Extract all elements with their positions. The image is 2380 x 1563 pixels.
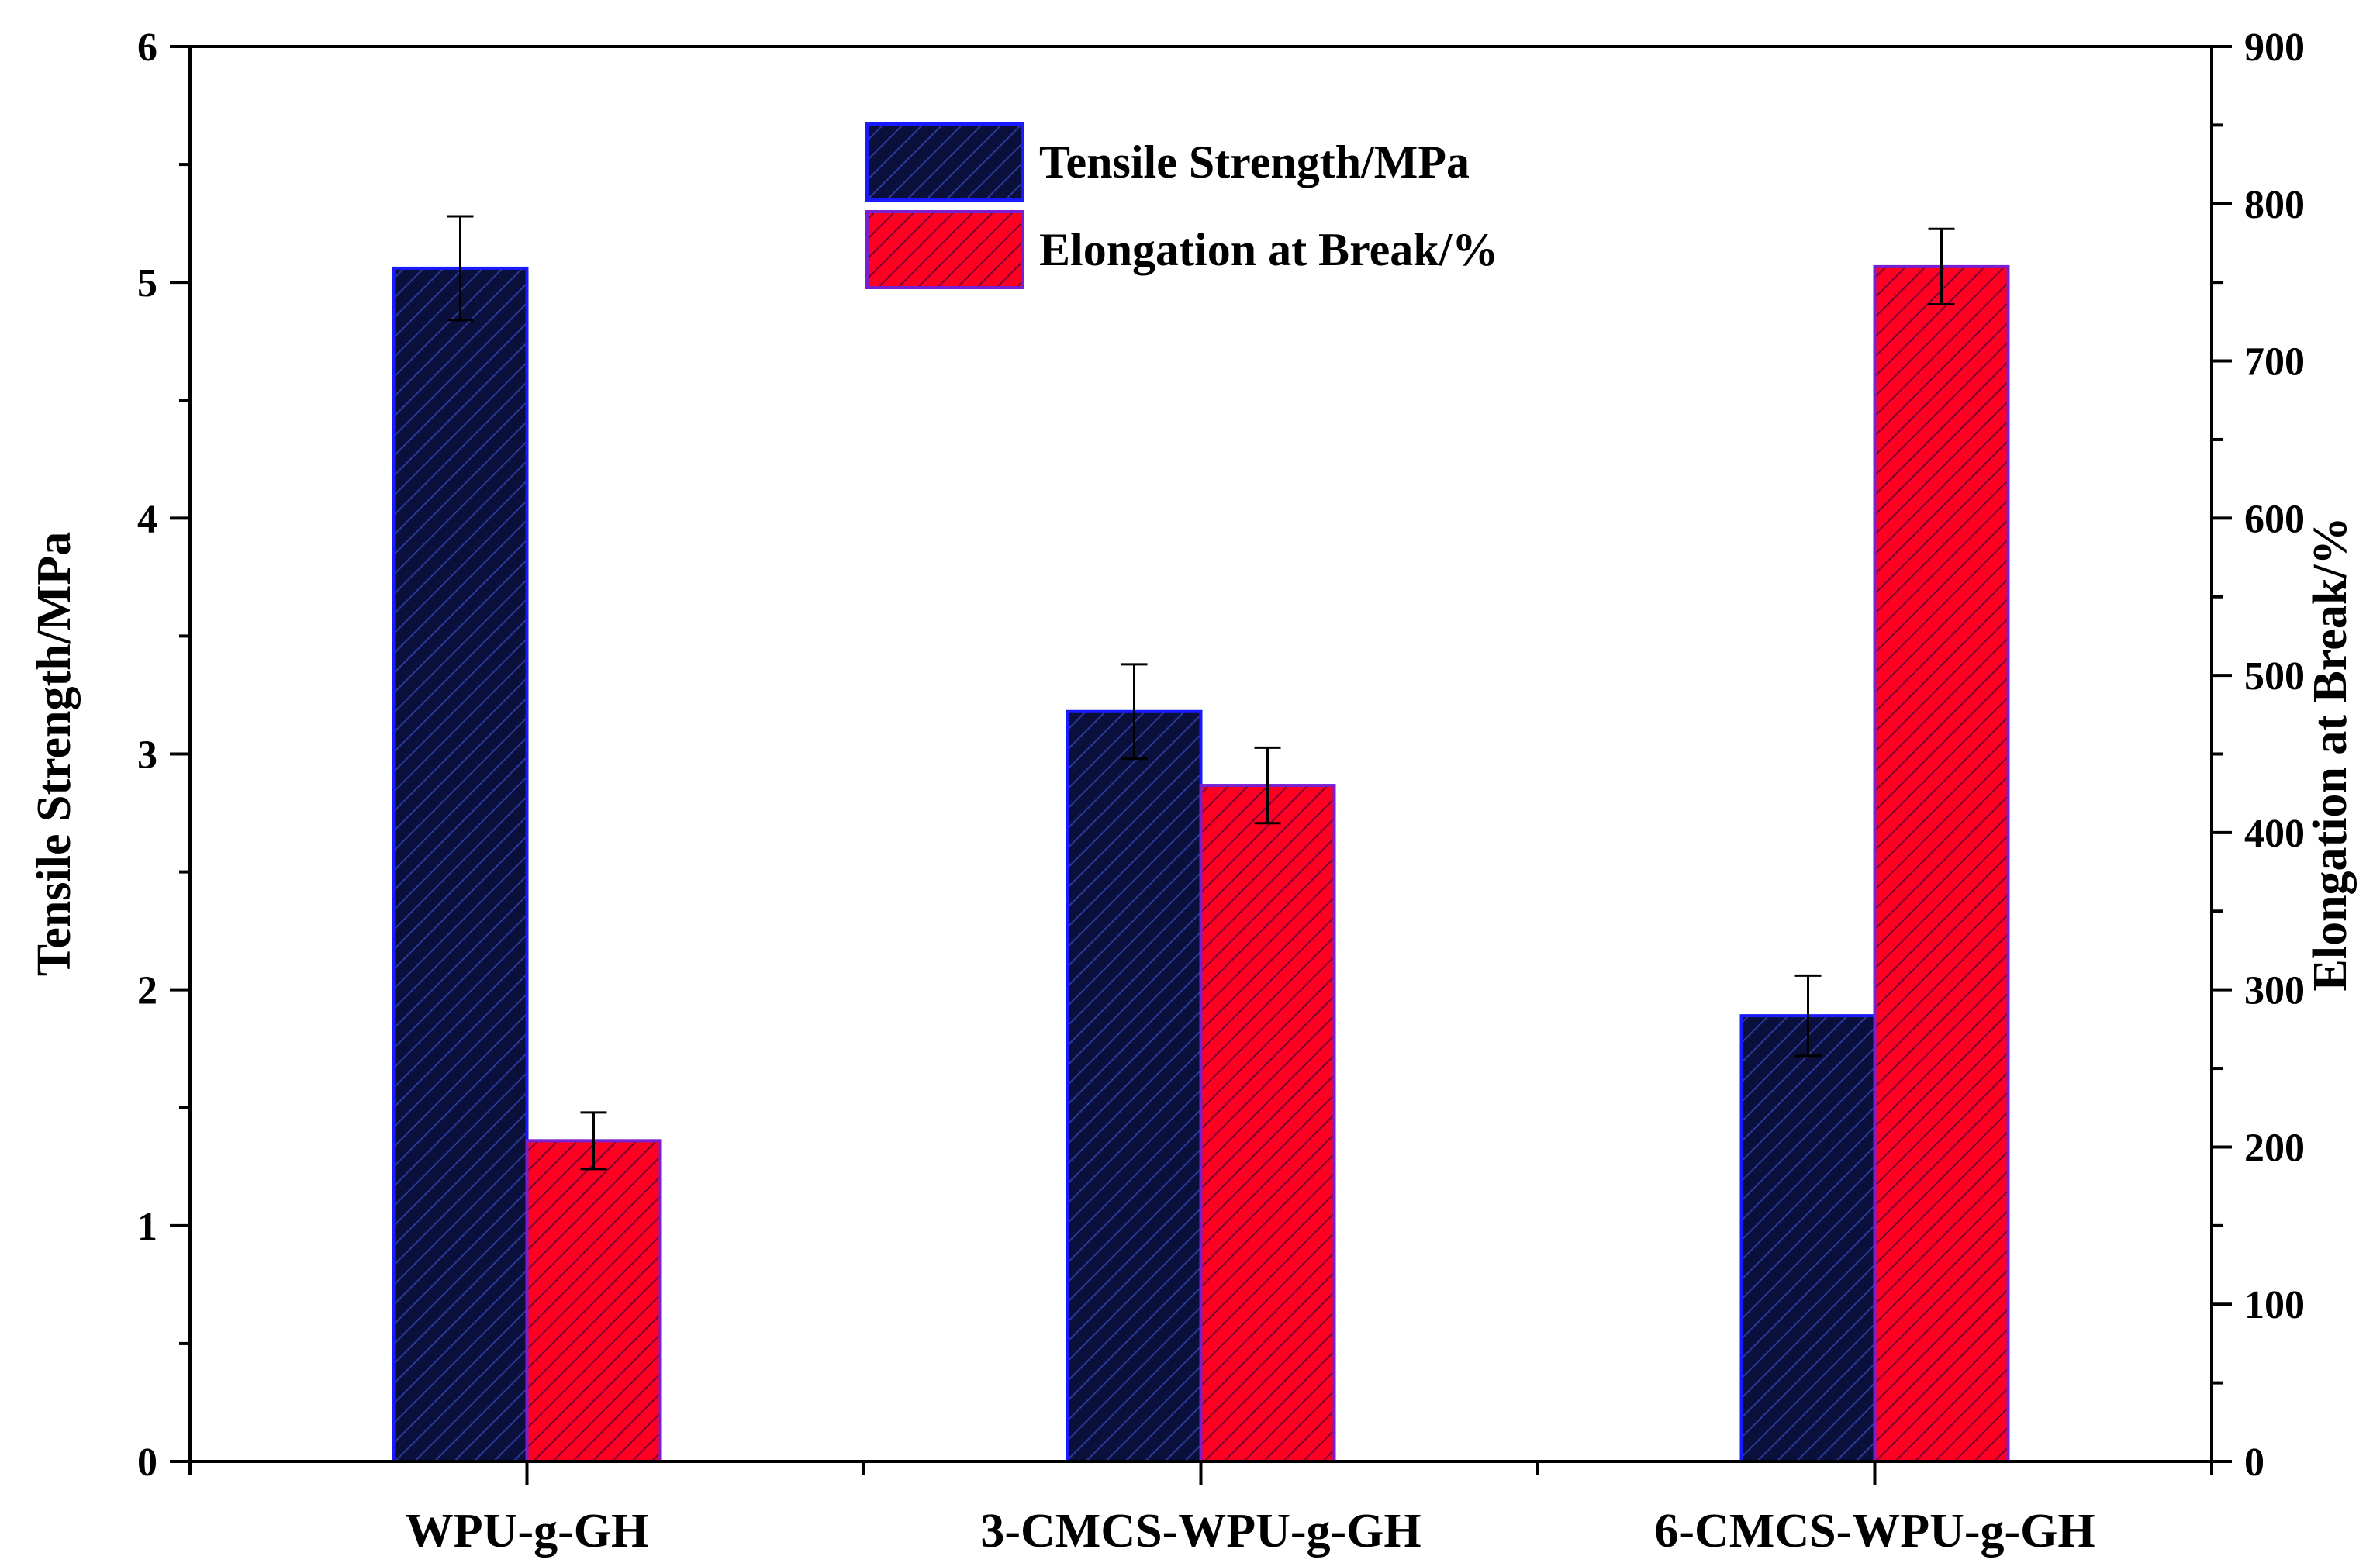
error-bar-tensile-2 — [1794, 974, 1822, 1058]
bar-elongation-1 — [1199, 784, 1336, 1463]
y-tick-label-right: 200 — [2244, 1126, 2305, 1170]
legend-swatch-tensile — [865, 122, 1024, 202]
y-tick-label-left: 4 — [137, 497, 157, 541]
y-axis-title-right: Elongation at Break/% — [2304, 516, 2357, 991]
y-tick-label-right: 700 — [2244, 340, 2305, 385]
legend-label-elongation: Elongation at Break/% — [1039, 224, 1498, 275]
y-tick-label-left: 3 — [137, 733, 157, 778]
y-tick-label-left: 5 — [137, 261, 157, 305]
legend: Tensile Strength/MPa Elongation at Break… — [865, 122, 1498, 289]
bar-elongation-0 — [525, 1139, 662, 1464]
bar-tensile-0 — [392, 266, 529, 1464]
y-tick-label-right: 0 — [2244, 1441, 2264, 1485]
bar-tensile-2 — [1739, 1014, 1877, 1463]
bars-layer — [392, 264, 2010, 1464]
x-tick-label: 6-CMCS-WPU-g-GH — [1654, 1505, 2095, 1558]
x-tick-label: WPU-g-GH — [406, 1505, 648, 1558]
y-tick-label-right: 300 — [2244, 969, 2305, 1013]
y-tick-label-right: 800 — [2244, 183, 2305, 227]
y-tick-label-right: 500 — [2244, 654, 2305, 699]
y-tick-label-left: 0 — [137, 1441, 157, 1485]
ticks-layer: 0 1 2 3 4 5 6 0 100 200 300 400 500 600 700 800 900 WPU-g… — [137, 26, 2305, 1558]
legend-label-tensile: Tensile Strength/MPa — [1039, 136, 1470, 188]
x-tick-label: 3-CMCS-WPU-g-GH — [980, 1505, 1421, 1558]
y-tick-label-right: 600 — [2244, 497, 2305, 541]
y-tick-label-left: 2 — [137, 969, 157, 1013]
y-axis-title-left: Tensile Strength/MPa — [28, 532, 81, 977]
error-bar-tensile-1 — [1121, 663, 1148, 761]
legend-swatch-elongation — [865, 210, 1024, 289]
y-tick-label-right: 900 — [2244, 26, 2305, 70]
error-bars-layer — [447, 215, 1955, 1171]
bar-tensile-1 — [1066, 709, 1203, 1463]
error-bar-elongation-0 — [580, 1111, 607, 1171]
bar-elongation-2 — [1873, 264, 2010, 1463]
error-bar-elongation-1 — [1254, 746, 1281, 825]
y-tick-label-right: 100 — [2244, 1283, 2305, 1327]
error-bar-tensile-0 — [447, 215, 474, 322]
y-tick-label-left: 1 — [137, 1205, 157, 1249]
y-tick-label-right: 400 — [2244, 812, 2305, 856]
y-tick-label-left: 6 — [137, 26, 157, 70]
error-bar-elongation-2 — [1928, 227, 1955, 306]
